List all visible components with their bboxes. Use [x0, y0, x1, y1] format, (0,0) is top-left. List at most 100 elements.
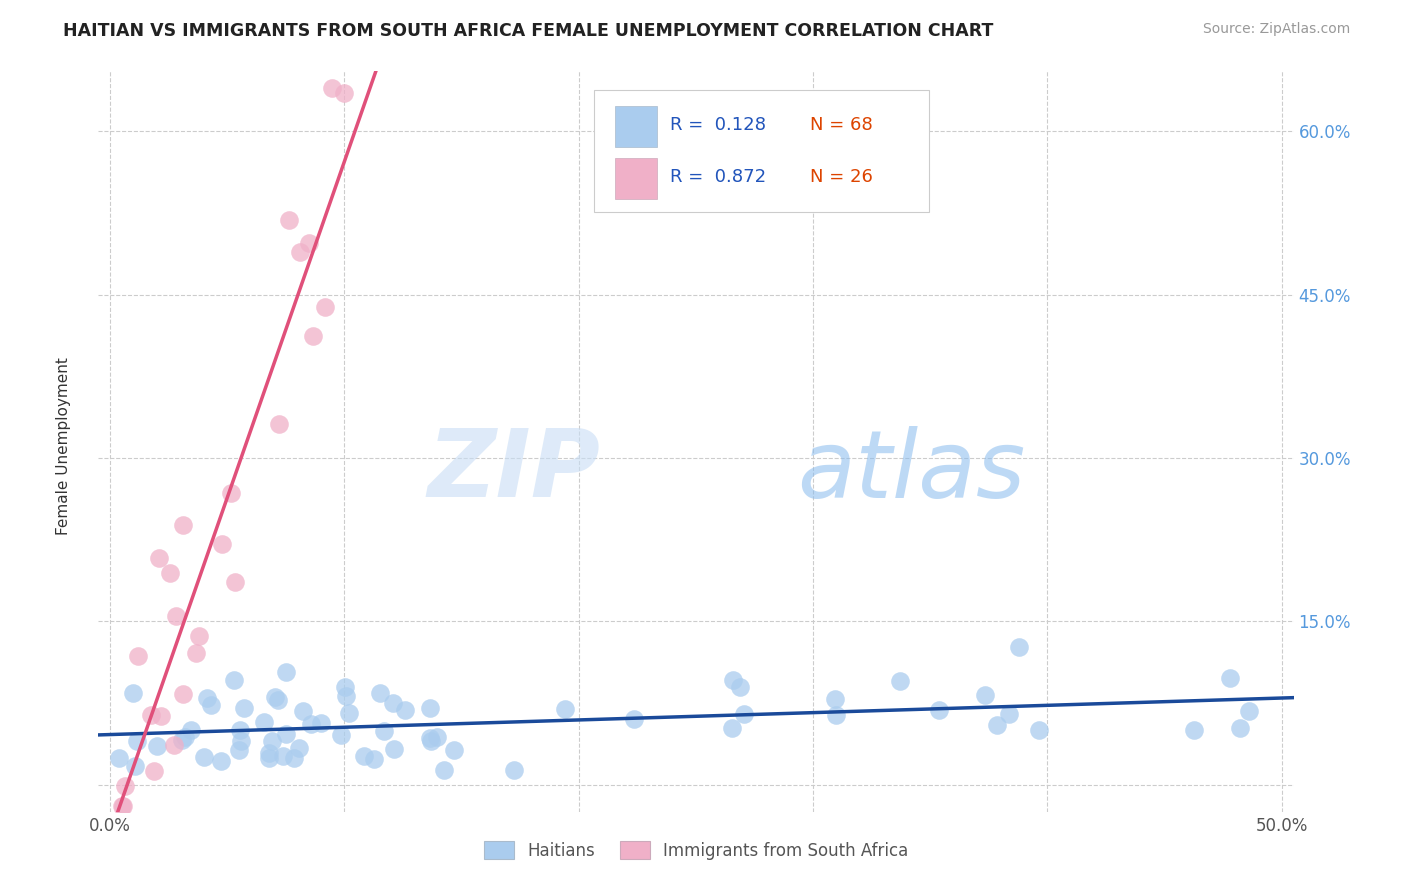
- Point: [928, 703, 950, 717]
- Point: [998, 706, 1021, 721]
- Point: [299, 716, 322, 731]
- Text: R =  0.128: R = 0.128: [669, 116, 766, 134]
- Point: [733, 707, 755, 722]
- Point: [824, 692, 846, 706]
- FancyBboxPatch shape: [614, 106, 657, 147]
- Point: [723, 673, 745, 687]
- Point: [335, 690, 357, 704]
- Point: [335, 680, 357, 694]
- Point: [373, 723, 395, 738]
- Point: [209, 754, 232, 768]
- Point: [554, 702, 576, 716]
- Point: [172, 518, 194, 533]
- Point: [433, 763, 456, 777]
- Point: [219, 485, 242, 500]
- Text: R =  0.872: R = 0.872: [669, 169, 766, 186]
- Point: [146, 739, 169, 753]
- Point: [291, 704, 314, 718]
- Point: [112, 799, 135, 814]
- Point: [426, 730, 449, 744]
- Point: [283, 751, 305, 765]
- Point: [271, 748, 294, 763]
- Text: Female Unemployment: Female Unemployment: [56, 357, 70, 535]
- Point: [193, 750, 215, 764]
- Point: [172, 687, 194, 701]
- Point: [363, 751, 385, 765]
- Point: [337, 706, 360, 721]
- Point: [1237, 704, 1260, 718]
- Point: [382, 741, 405, 756]
- Point: [159, 566, 181, 580]
- Point: [174, 730, 197, 744]
- Text: N = 26: N = 26: [810, 169, 872, 186]
- Point: [1028, 723, 1050, 737]
- Point: [150, 709, 173, 723]
- Point: [228, 743, 250, 757]
- Point: [443, 742, 465, 756]
- Point: [260, 734, 283, 748]
- Point: [125, 734, 148, 748]
- Point: [127, 648, 149, 663]
- Text: Source: ZipAtlas.com: Source: ZipAtlas.com: [1202, 22, 1350, 37]
- Point: [353, 749, 375, 764]
- Point: [502, 763, 524, 777]
- Point: [381, 696, 404, 710]
- Point: [195, 691, 218, 706]
- Point: [200, 698, 222, 713]
- Point: [1219, 671, 1241, 685]
- Point: [368, 685, 391, 699]
- Point: [141, 707, 163, 722]
- Point: [889, 673, 911, 688]
- Point: [1229, 721, 1251, 735]
- Point: [253, 715, 276, 730]
- Point: [172, 732, 194, 747]
- Point: [274, 665, 297, 679]
- Point: [321, 80, 343, 95]
- Point: [111, 799, 134, 814]
- Point: [330, 729, 353, 743]
- Point: [277, 212, 299, 227]
- Point: [124, 758, 146, 772]
- Point: [1182, 723, 1205, 738]
- Point: [180, 723, 202, 737]
- Legend: Haitians, Immigrants from South Africa: Haitians, Immigrants from South Africa: [477, 834, 915, 866]
- FancyBboxPatch shape: [595, 90, 929, 212]
- Point: [973, 689, 995, 703]
- Point: [165, 609, 187, 624]
- Point: [333, 86, 356, 100]
- Point: [302, 329, 325, 343]
- Point: [394, 703, 416, 717]
- Point: [233, 701, 256, 715]
- Point: [419, 731, 441, 745]
- Point: [186, 646, 208, 660]
- Point: [108, 750, 131, 764]
- Point: [229, 733, 252, 747]
- Point: [623, 712, 645, 726]
- Point: [267, 417, 290, 431]
- Text: HAITIAN VS IMMIGRANTS FROM SOUTH AFRICA FEMALE UNEMPLOYMENT CORRELATION CHART: HAITIAN VS IMMIGRANTS FROM SOUTH AFRICA …: [63, 22, 994, 40]
- Text: atlas: atlas: [797, 425, 1025, 516]
- Point: [986, 718, 1008, 732]
- Point: [298, 235, 321, 250]
- Point: [224, 673, 246, 687]
- Point: [224, 574, 246, 589]
- Point: [730, 680, 752, 694]
- Point: [267, 693, 290, 707]
- Point: [420, 734, 443, 748]
- Text: N = 68: N = 68: [810, 116, 872, 134]
- Point: [114, 779, 136, 793]
- Point: [148, 550, 170, 565]
- Text: ZIP: ZIP: [427, 425, 600, 517]
- Point: [211, 537, 233, 551]
- Point: [259, 746, 281, 760]
- Point: [229, 723, 252, 738]
- Point: [825, 708, 848, 723]
- Point: [188, 629, 211, 643]
- Point: [314, 301, 336, 315]
- Point: [143, 764, 166, 778]
- Point: [288, 740, 311, 755]
- Point: [122, 686, 145, 700]
- Point: [276, 727, 298, 741]
- Point: [720, 721, 742, 735]
- FancyBboxPatch shape: [614, 158, 657, 199]
